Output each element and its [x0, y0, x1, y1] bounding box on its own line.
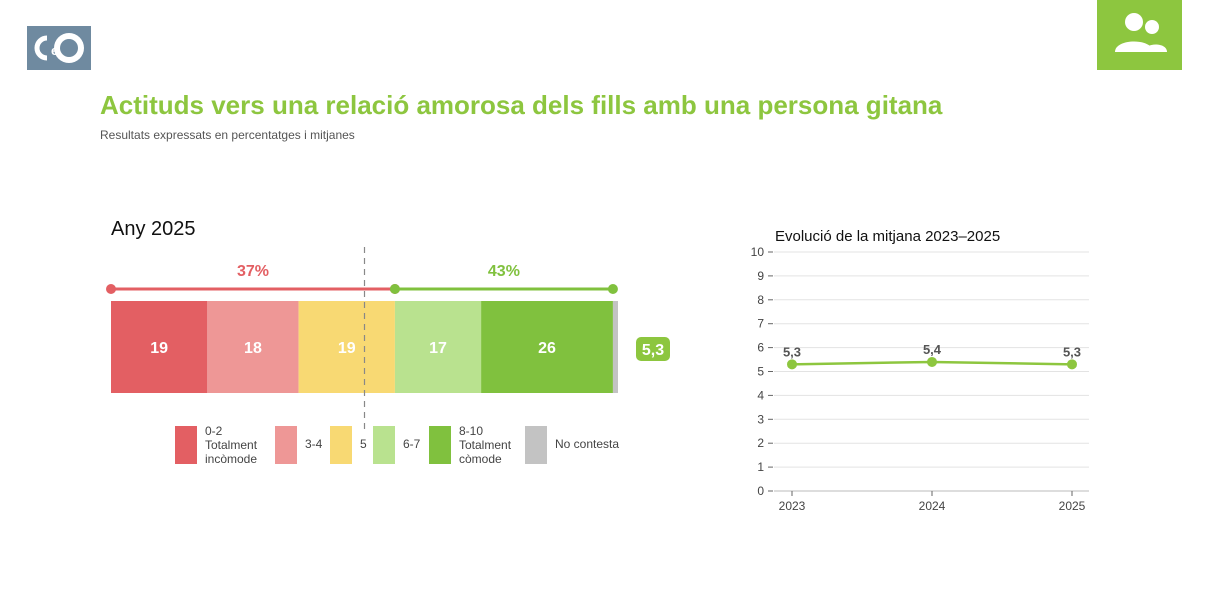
- legend-label-line: còmode: [459, 452, 502, 466]
- ceo-logo: e: [27, 26, 91, 70]
- data-label: 5,3: [783, 344, 801, 359]
- legend-label-line: 8-10: [459, 424, 484, 438]
- bar-segment-3: [394, 301, 482, 393]
- legend-swatch: [525, 426, 547, 464]
- bar-value-label: 18: [244, 340, 262, 357]
- bracket-dot: [389, 284, 400, 294]
- stacked-chart-title: Any 2025: [111, 218, 196, 240]
- legend-label-line: No contesta: [555, 437, 620, 451]
- bar-value-label: 17: [429, 340, 447, 357]
- legend-label-line: 3-4: [305, 437, 323, 451]
- mean-badge-label: 5,3: [642, 342, 664, 359]
- legend-label-line: Totalment: [205, 438, 258, 452]
- data-label: 5,4: [923, 342, 942, 357]
- x-tick-label: 2024: [919, 499, 946, 513]
- bar-segment-0: [111, 301, 208, 393]
- bar-value-label: 19: [150, 340, 168, 357]
- x-tick-label: 2025: [1059, 499, 1086, 513]
- y-tick-label: 8: [757, 293, 764, 307]
- legend-label: 5: [360, 437, 367, 451]
- data-label: 5,3: [1063, 344, 1081, 359]
- bar-segment-5: [612, 301, 618, 393]
- legend-swatch: [373, 426, 395, 464]
- legend-label-line: 0-2: [205, 424, 223, 438]
- y-tick-label: 2: [757, 436, 764, 450]
- bar-value-label: 26: [538, 340, 556, 357]
- mean-badge: [636, 337, 670, 361]
- svg-text:e: e: [51, 43, 58, 58]
- legend-label-line: Totalment: [459, 438, 512, 452]
- bracket-dot: [106, 284, 116, 294]
- legend-label-line: 5: [360, 437, 367, 451]
- bar-segment-4: [481, 301, 613, 393]
- y-tick-label: 6: [757, 341, 764, 355]
- bar-value-label: 19: [338, 340, 356, 357]
- y-tick-label: 10: [751, 245, 765, 259]
- page-title: Actituds vers una relació amorosa dels f…: [100, 90, 943, 120]
- legend-label: 6-7: [403, 437, 420, 451]
- legend-swatch: [330, 426, 352, 464]
- x-tick-label: 2023: [779, 499, 806, 513]
- y-tick-label: 9: [757, 269, 764, 283]
- bar-segment-1: [207, 301, 299, 393]
- bracket-dot: [607, 284, 618, 294]
- legend-label: 0-2 Totalment incòmode: [205, 424, 257, 466]
- data-point: [927, 356, 937, 367]
- page-subtitle: Resultats expressats en percentatges i m…: [100, 128, 355, 142]
- y-tick-label: 7: [757, 317, 764, 331]
- legend-label: 3-4: [305, 437, 322, 451]
- bracket-label-1: 43%: [488, 263, 520, 280]
- legend-label: No contesta: [555, 437, 619, 451]
- legend-label-line: incòmode: [205, 452, 258, 466]
- legend-label-line: 6-7: [403, 437, 421, 451]
- y-tick-label: 5: [757, 365, 764, 379]
- y-tick-label: 4: [757, 388, 764, 402]
- data-point: [1067, 359, 1077, 370]
- bar-segment-2: [298, 301, 395, 393]
- bracket-label-0: 37%: [237, 263, 269, 280]
- data-point: [787, 359, 797, 370]
- stacked-bar-chart: 19 18 19 17 26 37% 43% 5,3: [106, 247, 670, 430]
- line-chart-title: Evolució de la mitjana 2023–2025: [775, 228, 1001, 245]
- y-tick-label: 3: [757, 412, 764, 426]
- y-tick-label: 1: [757, 460, 764, 474]
- legend-swatch: [275, 426, 297, 464]
- legend-label: 8-10 Totalment còmode: [459, 424, 511, 466]
- legend-swatch: [175, 426, 197, 464]
- people-icon: [1097, 0, 1182, 70]
- y-tick-label: 0: [757, 484, 764, 498]
- legend-swatch: [429, 426, 451, 464]
